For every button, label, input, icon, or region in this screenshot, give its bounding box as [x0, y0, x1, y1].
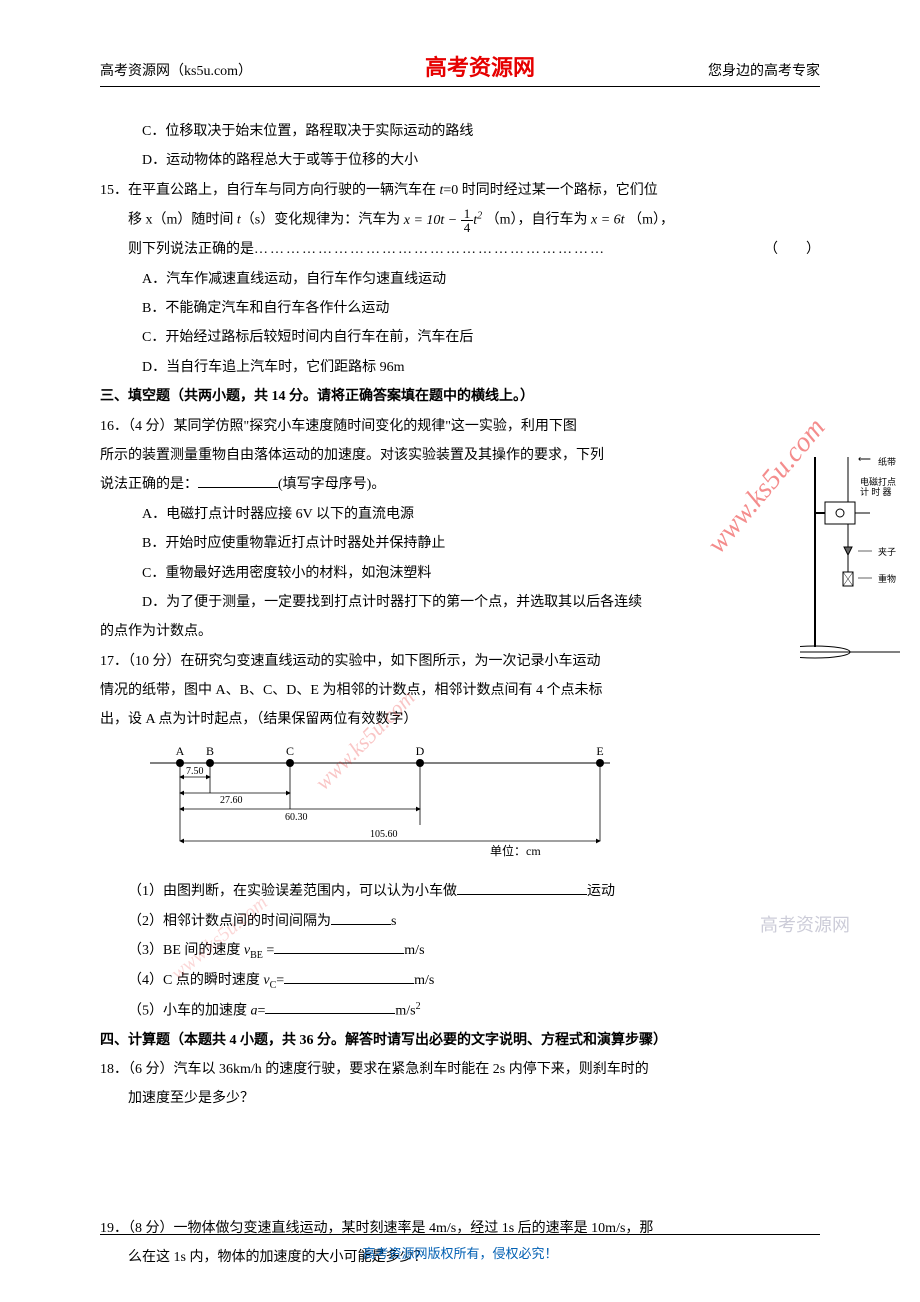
q14-option-d: D．运动物体的路程总大于或等于位移的大小: [100, 146, 820, 175]
q17-4-blank: [284, 968, 414, 984]
svg-text:E: E: [596, 744, 603, 758]
header-right: 您身边的高考专家: [708, 60, 820, 80]
q15-option-d: D．当自行车追上汽车时，它们距路标 96m: [100, 353, 820, 382]
svg-text:纸带: 纸带: [878, 456, 896, 467]
svg-text:B: B: [206, 744, 214, 758]
q16-option-d-2: 的点作为计数点。: [100, 617, 820, 646]
svg-text:单位：cm: 单位：cm: [490, 843, 541, 858]
apparatus-figure: ⟵ 电磁打点 计 时 器 纸带 夹子 重物: [800, 447, 910, 678]
svg-text:60.30: 60.30: [285, 812, 308, 823]
svg-text:C: C: [286, 744, 294, 758]
section4-title: 四、计算题（本题共 4 小题，共 36 分。解答时请写出必要的文字说明、方程式和…: [100, 1026, 820, 1055]
page-header: 高考资源网（ks5u.com） 高考资源网 您身边的高考专家: [100, 50, 820, 87]
svg-text:27.60: 27.60: [220, 795, 243, 806]
answer-paren: （ ）: [764, 235, 820, 264]
q18-line2: 加速度至少是多少？: [100, 1084, 820, 1113]
section3-title: 三、填空题（共两小题，共 14 分。请将正确答案填在题中的横线上。）: [100, 382, 820, 411]
svg-text:105.60: 105.60: [370, 829, 398, 840]
header-left: 高考资源网（ks5u.com）: [100, 60, 252, 80]
q16-option-b: B．开始时应使重物靠近打点计时器处并保持静止: [100, 529, 820, 558]
svg-text:夹子: 夹子: [878, 546, 896, 557]
q17-stem-line3: 出，设 A 点为计时起点，（结果保留两位有效数字）: [100, 705, 820, 734]
q15-equation-bike: x = 6t: [591, 213, 625, 228]
svg-text:计 时 器: 计 时 器: [860, 486, 892, 497]
q17-sub1: （1）由图判断，在实验误差范围内，可以认为小车做运动: [100, 877, 820, 906]
q17-sub2: （2）相邻计数点间的时间间隔为s: [100, 907, 820, 936]
tape-diagram: A B C D E 7.50 27.60 60.30 105.60 单位：: [130, 743, 820, 869]
q17-1-blank: [457, 879, 587, 895]
q15-stem-line2: 移 x（m）随时间 t（s）变化规律为：汽车为 x = 10t − 14t2 （…: [100, 205, 820, 235]
svg-text:电磁打点: 电磁打点: [860, 476, 896, 487]
q15-option-c: C．开始经过路标后较短时间内自行车在前，汽车在后: [100, 323, 820, 352]
header-center: 高考资源网: [425, 50, 535, 82]
q16-option-a: A．电磁打点计时器应接 6V 以下的直流电源: [100, 500, 820, 529]
q15-stem-line3: 则下列说法正确的是………………………………………………………… （ ）: [100, 235, 820, 264]
q17-sub3: （3）BE 间的速度 vBE =m/s: [100, 936, 820, 966]
svg-text:⟵: ⟵: [858, 454, 871, 464]
apparatus-svg: ⟵ 电磁打点 计 时 器 纸带 夹子 重物: [800, 447, 910, 667]
svg-text:D: D: [416, 744, 425, 758]
q16-option-c: C．重物最好选用密度较小的材料，如泡沫塑料: [100, 559, 820, 588]
q16-blank: [198, 472, 278, 488]
q17-3-blank: [274, 938, 404, 954]
q17-2-blank: [331, 909, 391, 925]
q16-option-d-1: D．为了便于测量，一定要找到打点计时器打下的第一个点，并选取其以后各连续: [100, 588, 820, 617]
q14-option-c: C．位移取决于始末位置，路程取决于实际运动的路线: [100, 117, 820, 146]
q18-line1: 18．（6 分）汽车以 36km/h 的速度行驶，要求在紧急刹车时能在 2s 内…: [100, 1055, 820, 1084]
q17-stem-line2: 情况的纸带，图中 A、B、C、D、E 为相邻的计数点，相邻计数点间有 4 个点未…: [100, 676, 820, 705]
q17-stem-line1: 17．（10 分）在研究匀变速直线运动的实验中，如下图所示，为一次记录小车运动: [100, 647, 820, 676]
q16-stem-line2: 所示的装置测量重物自由落体运动的加速度。对该实验装置及其操作的要求，下列: [100, 441, 820, 470]
q15-option-b: B．不能确定汽车和自行车各作什么运动: [100, 294, 820, 323]
document-body: C．位移取决于始末位置，路程取决于实际运动的路线 D．运动物体的路程总大于或等于…: [100, 117, 820, 1273]
q16-stem-line3: 说法正确的是：(填写字母序号)。: [100, 470, 820, 499]
q17-5-blank: [265, 998, 395, 1014]
q15-stem-line1: 15．在平直公路上，自行车与同方向行驶的一辆汽车在 t=0 时同时经过某一个路标…: [100, 176, 820, 205]
page-footer: 高考资源网版权所有，侵权必究！: [100, 1234, 820, 1262]
q15-equation-car: x = 10t − 14t2: [404, 213, 486, 228]
q17-sub4: （4）C 点的瞬时速度 vC=m/s: [100, 966, 820, 996]
svg-text:7.50: 7.50: [186, 766, 204, 777]
q16-stem-line1: 16．（4 分）某同学仿照"探究小车速度随时间变化的规律"这一实验，利用下图: [100, 412, 820, 441]
q17-sub5: （5）小车的加速度 a=m/s2: [100, 996, 820, 1026]
svg-text:重物: 重物: [878, 573, 896, 584]
tape-svg: A B C D E 7.50 27.60 60.30 105.60 单位：: [130, 743, 630, 858]
svg-text:A: A: [176, 744, 185, 758]
q15-option-a: A．汽车作减速直线运动，自行车作匀速直线运动: [100, 265, 820, 294]
